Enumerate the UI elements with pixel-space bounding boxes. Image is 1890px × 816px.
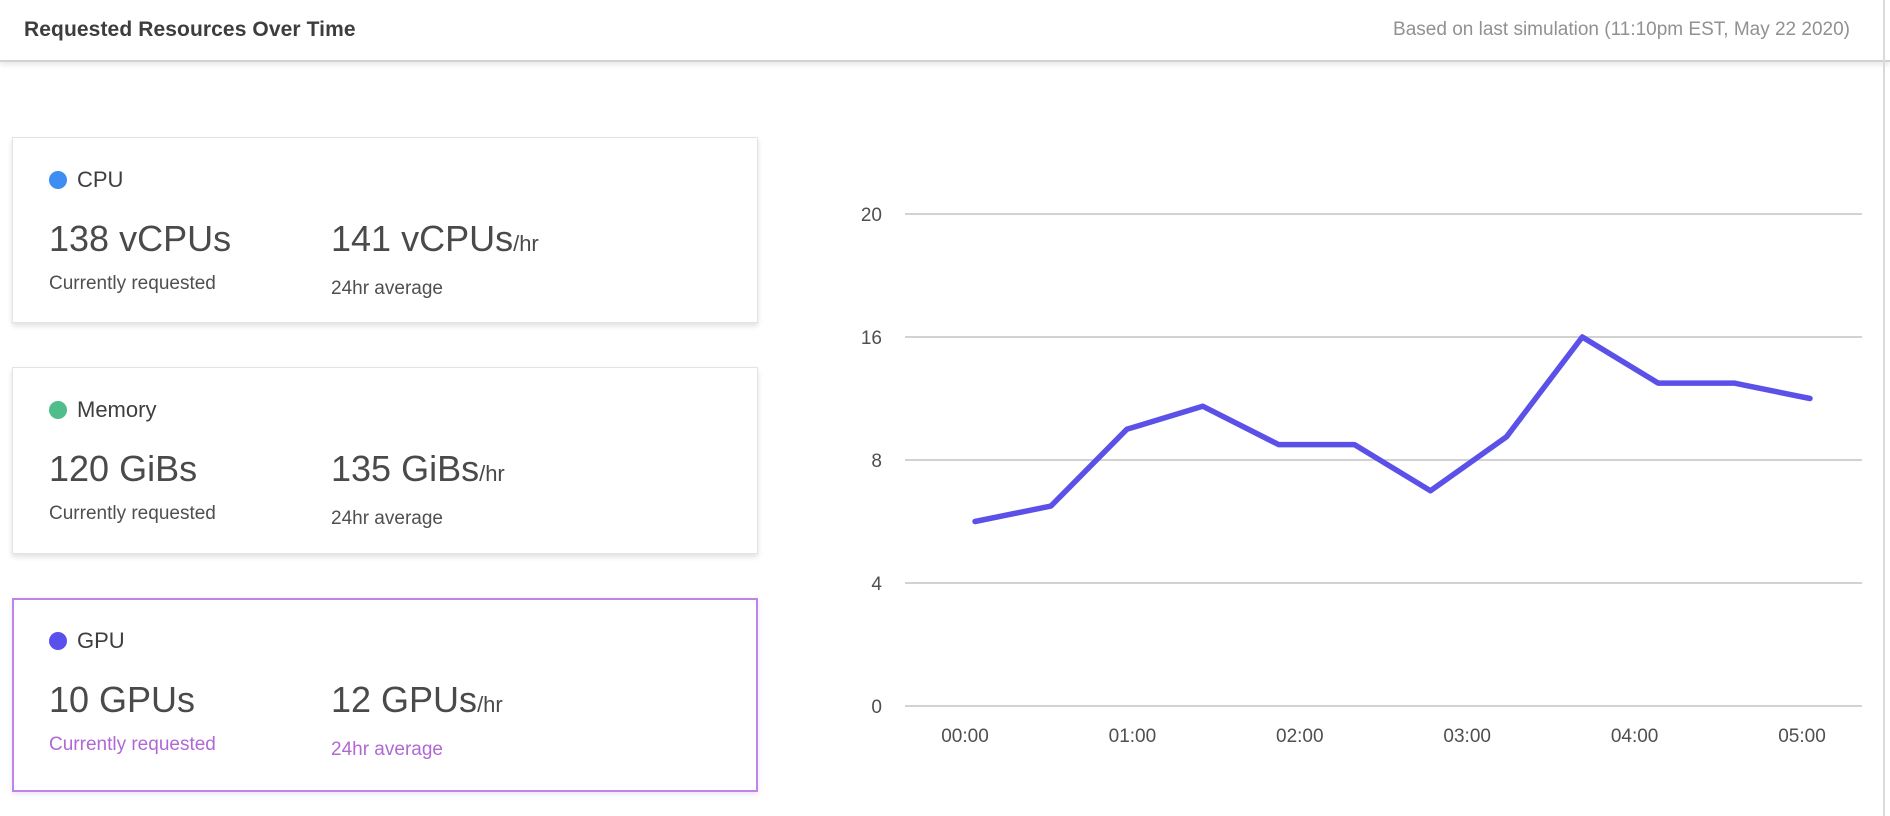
memory-average-suffix: /hr xyxy=(479,461,505,486)
resource-usage-chart: 20 16 8 4 0 00:00 01:00 02:00 03:00 04:00 05:00 xyxy=(830,150,1875,765)
x-axis-tick-label: 00:00 xyxy=(941,726,989,747)
gpu-metrics: 10 GPUs Currently requested 12 GPUs/hr 2… xyxy=(49,677,727,762)
memory-current-caption: Currently requested xyxy=(49,503,216,524)
line-chart: 20 16 8 4 0 00:00 01:00 02:00 03:00 04:00 05:00 xyxy=(861,205,1862,747)
cpu-current-caption: Currently requested xyxy=(49,273,216,294)
memory-average-caption: 24hr average xyxy=(331,508,443,529)
gpu-current-metric: 10 GPUs Currently requested xyxy=(49,677,331,762)
cpu-card-title: CPU xyxy=(77,167,124,192)
simulation-timestamp: Based on last simulation (11:10pm EST, M… xyxy=(1393,19,1850,40)
cpu-current-metric: 138 vCPUs Currently requested xyxy=(49,216,331,301)
gpu-current-value: 10 GPUs xyxy=(49,679,196,720)
gpu-average-metric: 12 GPUs/hr 24hr average xyxy=(331,677,727,762)
memory-current-metric: 120 GiBs Currently requested xyxy=(49,446,331,531)
gpu-current-caption: Currently requested xyxy=(49,734,216,755)
panel-title: Requested Resources Over Time xyxy=(24,18,356,41)
y-axis-tick-label: 0 xyxy=(871,697,882,718)
gpu-average-caption: 24hr average xyxy=(331,739,443,760)
gpu-average-number: 12 GPUs xyxy=(331,679,478,720)
cpu-average-metric: 141 vCPUs/hr 24hr average xyxy=(331,216,727,301)
cpu-average-number: 141 vCPUs xyxy=(331,218,514,259)
cpu-card-header: CPU xyxy=(49,167,727,192)
memory-card-title: Memory xyxy=(77,397,157,422)
x-axis-tick-label: 05:00 xyxy=(1778,726,1826,747)
cpu-legend-dot-icon xyxy=(49,171,67,189)
panel-header: Requested Resources Over Time Based on l… xyxy=(0,0,1890,62)
cpu-average-suffix: /hr xyxy=(513,231,539,256)
memory-current-value: 120 GiBs xyxy=(49,448,198,489)
memory-metrics: 120 GiBs Currently requested 135 GiBs/hr… xyxy=(49,446,727,531)
y-axis-tick-label: 20 xyxy=(861,205,882,226)
cpu-average-caption: 24hr average xyxy=(331,278,443,299)
gpu-legend-dot-icon xyxy=(49,632,67,650)
gpu-card-header: GPU xyxy=(49,628,727,653)
gpu-card-title: GPU xyxy=(77,628,125,653)
y-axis-tick-label: 16 xyxy=(861,328,882,349)
memory-card-header: Memory xyxy=(49,397,727,422)
gpu-average-value: 12 GPUs/hr xyxy=(331,677,727,728)
x-axis-tick-label: 04:00 xyxy=(1611,726,1659,747)
resource-card-cpu[interactable]: CPU 138 vCPUs Currently requested 141 vC… xyxy=(12,137,758,323)
resource-card-memory[interactable]: Memory 120 GiBs Currently requested 135 … xyxy=(12,367,758,554)
gpu-average-suffix: /hr xyxy=(477,692,503,717)
memory-average-number: 135 GiBs xyxy=(331,448,480,489)
y-axis-tick-label: 4 xyxy=(871,574,882,595)
cpu-current-value: 138 vCPUs xyxy=(49,218,232,259)
y-axis-tick-label: 8 xyxy=(871,451,882,472)
cpu-average-value: 141 vCPUs/hr xyxy=(331,216,727,267)
gpu-usage-line-series xyxy=(972,334,1813,525)
memory-average-metric: 135 GiBs/hr 24hr average xyxy=(331,446,727,531)
memory-legend-dot-icon xyxy=(49,401,67,419)
x-axis-tick-label: 01:00 xyxy=(1109,726,1157,747)
x-axis-tick-label: 03:00 xyxy=(1443,726,1491,747)
right-edge-divider xyxy=(1883,0,1885,816)
x-axis-tick-label: 02:00 xyxy=(1276,726,1324,747)
resource-card-gpu[interactable]: GPU 10 GPUs Currently requested 12 GPUs/… xyxy=(12,598,758,792)
cpu-metrics: 138 vCPUs Currently requested 141 vCPUs/… xyxy=(49,216,727,301)
memory-average-value: 135 GiBs/hr xyxy=(331,446,727,497)
